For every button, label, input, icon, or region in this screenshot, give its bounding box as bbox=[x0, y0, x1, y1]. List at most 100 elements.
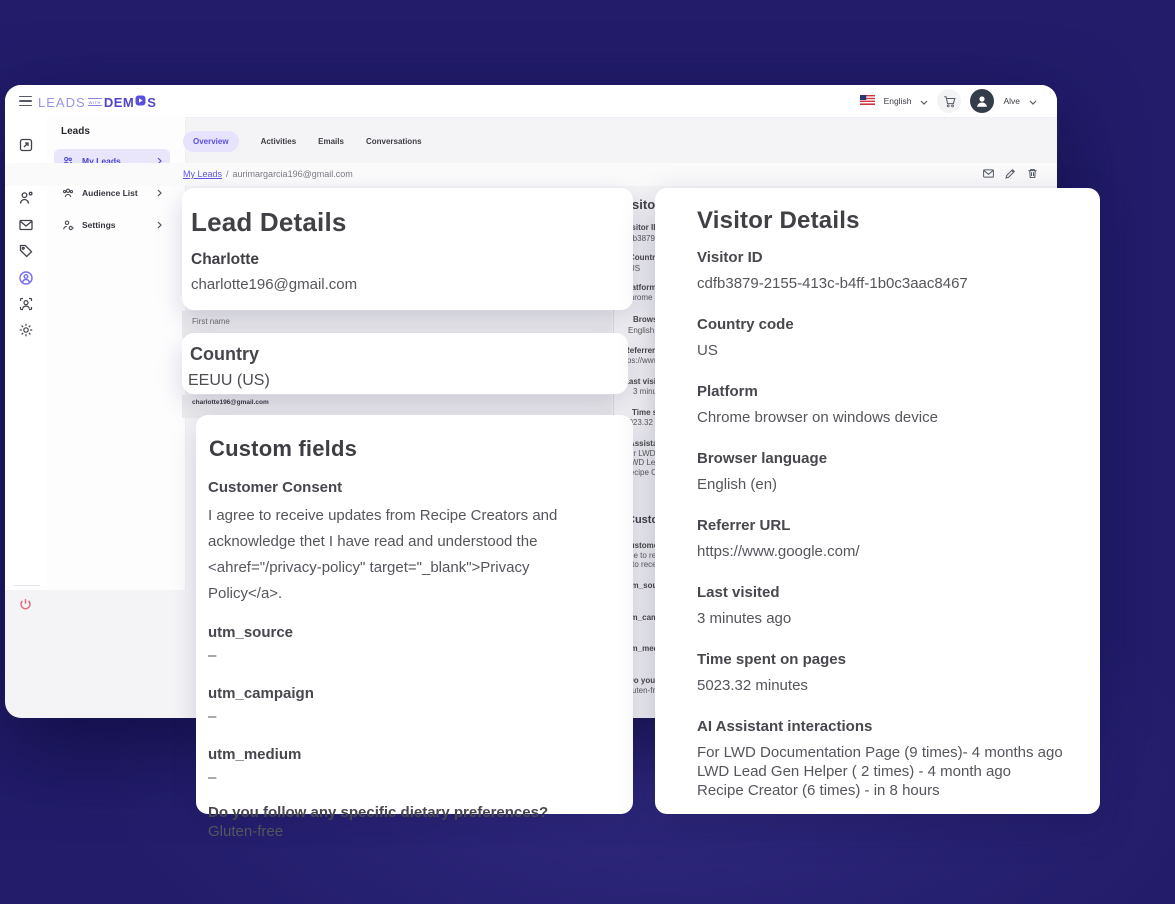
country-label: Country bbox=[190, 344, 259, 364]
tag-icon[interactable] bbox=[18, 243, 34, 264]
bg-text: 5023.32 minutes bbox=[624, 418, 684, 427]
lead-details-card: Lead Details Charlotte charlotte196@gmai… bbox=[182, 188, 633, 310]
user-settings-icon[interactable] bbox=[18, 190, 34, 211]
sidebar-item-audience-list[interactable]: Audience List bbox=[54, 181, 170, 204]
breadcrumb-bar: My Leads / aurimargarcia196@gmail.com bbox=[5, 163, 1057, 186]
delete-button[interactable] bbox=[1026, 167, 1039, 180]
field-label: AI Assistant interactions bbox=[697, 718, 873, 735]
field-value: – bbox=[208, 647, 217, 664]
ai-interaction-line: LWD Lead Gen Helper ( 2 times) - 4 month… bbox=[697, 763, 1012, 780]
tab-overview[interactable]: Overview bbox=[183, 131, 239, 152]
cart-button[interactable] bbox=[937, 89, 962, 113]
icon-rail bbox=[5, 117, 48, 610]
lead-details-title: Lead Details bbox=[191, 207, 347, 237]
country-card: Country EEUU (US) bbox=[182, 333, 628, 394]
bg-text: Visitor ID bbox=[624, 223, 659, 232]
launch-icon[interactable] bbox=[18, 137, 34, 158]
field-label: Last visited bbox=[697, 584, 780, 601]
target-user-icon[interactable] bbox=[18, 296, 34, 317]
user-avatar[interactable] bbox=[970, 89, 995, 113]
sidebar-item-label: Settings bbox=[82, 219, 116, 230]
bg-text: US bbox=[629, 264, 641, 273]
field-label: utm_source bbox=[208, 624, 294, 641]
lead-email: charlotte196@gmail.com bbox=[191, 276, 358, 293]
field-label: Time spent on pages bbox=[697, 651, 846, 668]
logo-leads: LEADS bbox=[38, 94, 86, 110]
bg-text: utm_campaign bbox=[623, 613, 680, 622]
sidebar-item-label: My Leads bbox=[82, 155, 121, 166]
breadcrumb: My Leads / aurimargarcia196@gmail.com bbox=[183, 169, 353, 179]
detail-tabs: Overview Activities Emails Conversations bbox=[183, 131, 422, 152]
rail-divider bbox=[14, 585, 40, 586]
visitor-id-value: cdfb3879-2155-413c-b4ff-1b0c3aac8467 bbox=[697, 275, 968, 292]
app-logo[interactable]: LEADS WITH DEM S bbox=[38, 93, 156, 111]
settings-user-icon bbox=[62, 219, 74, 231]
chevron-right-icon bbox=[157, 152, 162, 170]
custom-fields-card: Custom fields Customer Consent I agree t… bbox=[196, 415, 633, 840]
breadcrumb-separator: / bbox=[226, 169, 229, 179]
sidebar-item-label: Audience List bbox=[82, 187, 138, 198]
bg-text: Country code bbox=[629, 253, 681, 262]
logo-o-icon bbox=[135, 93, 146, 111]
visitor-details-card: Visitor Details Visitor ID cdfb3879-2155… bbox=[655, 188, 1100, 814]
bg-text: utm_source bbox=[624, 581, 670, 590]
ai-interaction-line: For LWD Documentation Page (9 times)- 4 … bbox=[697, 744, 1063, 761]
logo-with: WITH bbox=[87, 98, 102, 106]
ai-interaction-line: Recipe Creator (6 times) - in 8 hours bbox=[697, 782, 940, 799]
tab-activities[interactable]: Activities bbox=[260, 137, 297, 146]
breadcrumb-my-leads-link[interactable]: My Leads bbox=[183, 169, 223, 179]
sidebar-item-settings[interactable]: Settings bbox=[54, 213, 170, 236]
bg-text: English (en) bbox=[628, 326, 671, 335]
bg-text: Referrer URL bbox=[624, 346, 674, 355]
first-name-label: First name bbox=[192, 317, 230, 326]
bg-text: Last visited bbox=[624, 377, 669, 386]
edit-button[interactable] bbox=[1004, 167, 1017, 180]
leads-sidebar: Leads My Leads Audience List bbox=[47, 117, 186, 590]
field-label: Referrer URL bbox=[697, 517, 791, 534]
bg-text: Platform bbox=[624, 283, 657, 292]
lead-name: Charlotte bbox=[191, 251, 260, 268]
language-selector[interactable]: English bbox=[883, 96, 912, 106]
field-label: Country code bbox=[697, 316, 794, 333]
email-field-value: charlotte196@gmail.com bbox=[192, 399, 269, 406]
mail-icon[interactable] bbox=[18, 217, 34, 238]
breadcrumb-current: aurimargarcia196@gmail.com bbox=[232, 169, 353, 179]
field-value: Gluten-free bbox=[208, 823, 284, 840]
field-value: I agree to receive updates from Recipe C… bbox=[208, 507, 558, 602]
logo-dem: DEM bbox=[103, 94, 135, 110]
field-value: – bbox=[208, 769, 217, 786]
field-label: utm_medium bbox=[208, 746, 302, 763]
us-flag-icon bbox=[859, 92, 875, 110]
field-label: Platform bbox=[697, 383, 758, 400]
browser-language-value: English (en) bbox=[697, 476, 778, 493]
last-visited-value: 3 minutes ago bbox=[697, 610, 792, 627]
time-spent-value: 5023.32 minutes bbox=[697, 677, 808, 694]
field-label: Visitor ID bbox=[697, 249, 763, 266]
platform-value: Chrome browser on windows device bbox=[697, 409, 938, 426]
leads-icon[interactable] bbox=[18, 270, 34, 291]
logo-s: S bbox=[147, 94, 157, 110]
field-label: Browser language bbox=[697, 450, 828, 467]
custom-fields-title: Custom fields bbox=[209, 436, 358, 461]
language-chevron-icon[interactable] bbox=[920, 92, 928, 110]
field-label: utm_campaign bbox=[208, 685, 314, 702]
send-email-button[interactable] bbox=[982, 167, 995, 180]
user-chevron-icon[interactable] bbox=[1029, 92, 1037, 110]
visitor-details-title: Visitor Details bbox=[697, 207, 860, 234]
chevron-right-icon bbox=[157, 184, 162, 202]
bg-text: utm_medium bbox=[623, 644, 673, 653]
app-header: LEADS WITH DEM S English bbox=[5, 85, 1057, 118]
field-label: Customer Consent bbox=[208, 479, 343, 496]
referrer-url-value: https://www.google.com/ bbox=[697, 543, 860, 560]
field-value: – bbox=[208, 708, 217, 725]
gear-icon[interactable] bbox=[18, 322, 34, 343]
email-field[interactable]: charlotte196@gmail.com bbox=[182, 395, 612, 418]
sidebar-title: Leads bbox=[61, 126, 90, 137]
user-menu[interactable]: Alve bbox=[1003, 96, 1020, 106]
country-value: EEUU (US) bbox=[188, 372, 270, 389]
tab-emails[interactable]: Emails bbox=[318, 137, 344, 146]
menu-icon[interactable] bbox=[19, 96, 32, 106]
power-icon[interactable] bbox=[18, 597, 33, 617]
bg-text: Gluten-free bbox=[624, 686, 665, 695]
tab-conversations[interactable]: Conversations bbox=[365, 137, 422, 146]
